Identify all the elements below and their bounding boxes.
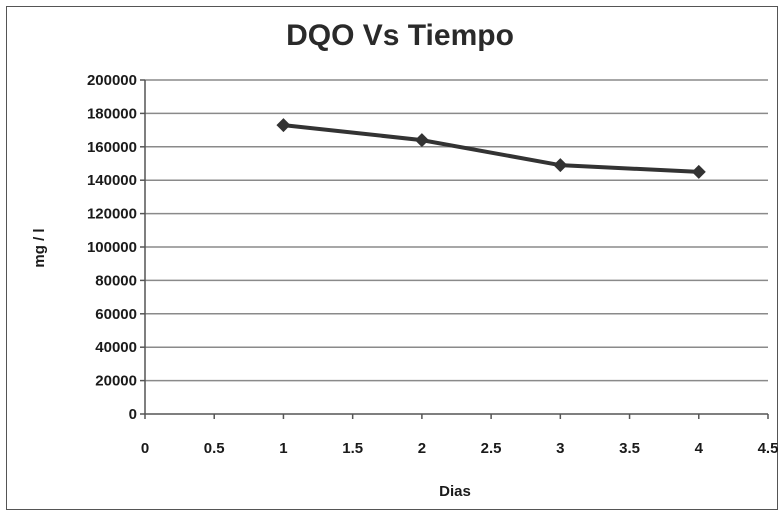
y-tick-label: 20000 (95, 373, 137, 390)
data-point (276, 118, 291, 133)
data-points (276, 118, 706, 179)
y-axis-label: mg / l (31, 228, 48, 267)
axes (144, 80, 769, 419)
x-tick-label: 2 (418, 440, 426, 457)
y-tick-label: 180000 (87, 105, 137, 122)
x-tick-label: 3 (556, 440, 564, 457)
x-tick-label: 1.5 (342, 440, 363, 457)
data-point (414, 133, 429, 148)
x-tick-label: 4 (695, 440, 704, 457)
series-line (283, 123, 699, 174)
x-tick-label: 2.5 (481, 440, 502, 457)
x-axis-label: Dias (439, 483, 471, 500)
y-tick-label: 0 (129, 406, 137, 423)
y-tick-label: 60000 (95, 306, 137, 323)
gridlines (140, 79, 768, 415)
y-tick-label: 120000 (87, 206, 137, 223)
x-tick-label: 0.5 (204, 440, 225, 457)
chart-title: DQO Vs Tiempo (286, 19, 514, 52)
y-tick-label: 140000 (87, 172, 137, 189)
x-tick-label: 0 (141, 440, 149, 457)
y-tick-label: 160000 (87, 139, 137, 156)
x-tick-labels: 0 0.5 1 1.5 2 2.5 3 3.5 4 4.5 (141, 440, 779, 457)
x-tick-label: 1 (279, 440, 287, 457)
x-tick-label: 3.5 (619, 440, 640, 457)
y-tick-label: 80000 (95, 272, 137, 289)
x-tick-label: 4.5 (758, 440, 779, 457)
y-tick-label: 200000 (87, 72, 137, 89)
data-point (553, 158, 568, 173)
y-tick-label: 100000 (87, 239, 137, 256)
chart-frame (6, 6, 778, 510)
y-tick-labels: 0 20000 40000 60000 80000 100000 120000 140000 1… (87, 72, 137, 423)
y-tick-label: 40000 (95, 339, 137, 356)
data-point (691, 164, 706, 179)
